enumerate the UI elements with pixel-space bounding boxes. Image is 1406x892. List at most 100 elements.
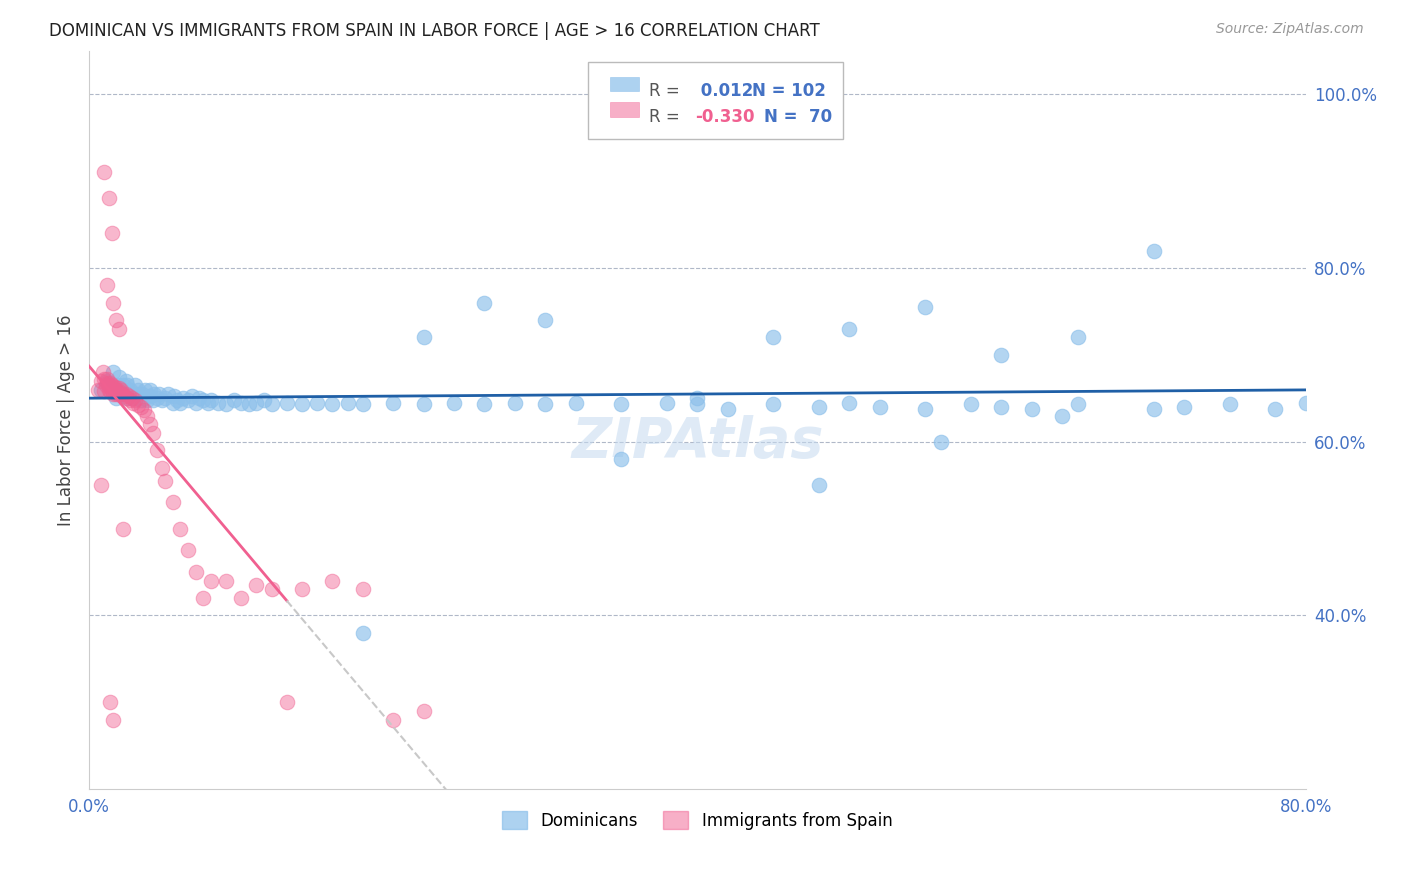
Point [191, 392, 214, 407]
Text: 0.012: 0.012 [695, 82, 754, 101]
Point [108, 369, 131, 384]
Point [125, 391, 148, 405]
Point [132, 391, 155, 405]
Point [139, 417, 162, 432]
Point [139, 389, 162, 403]
Point [128, 387, 150, 401]
Point [838, 395, 860, 409]
Point [105, 387, 128, 401]
Point [105, 391, 128, 405]
Point [166, 392, 188, 407]
Point [103, 365, 125, 379]
Point [97, 191, 120, 205]
Point [1142, 244, 1164, 258]
Point [717, 401, 740, 416]
Point [153, 474, 176, 488]
Point [177, 392, 200, 407]
Point [172, 391, 194, 405]
Point [150, 392, 173, 407]
Text: R =: R = [648, 108, 685, 127]
Text: ZIPAtlas: ZIPAtlas [571, 415, 824, 469]
Point [352, 625, 374, 640]
Point [1066, 330, 1088, 344]
Point [134, 383, 156, 397]
Point [135, 409, 157, 423]
Point [121, 391, 143, 405]
Point [96, 374, 118, 388]
Point [105, 383, 128, 397]
Point [127, 398, 149, 412]
Point [97, 378, 120, 392]
Point [162, 395, 184, 409]
Point [1264, 401, 1286, 416]
Point [148, 387, 170, 401]
Point [110, 387, 132, 401]
Point [200, 392, 222, 407]
Point [94, 378, 117, 392]
Point [352, 582, 374, 597]
Point [474, 295, 496, 310]
Point [107, 378, 129, 392]
Point [103, 387, 125, 401]
Bar [610, 103, 638, 117]
Point [114, 374, 136, 388]
Point [207, 395, 229, 409]
Text: N =  70: N = 70 [765, 108, 832, 127]
Point [169, 395, 191, 409]
Point [96, 376, 118, 390]
Point [184, 565, 207, 579]
Point [111, 522, 134, 536]
Point [291, 397, 314, 411]
Point [245, 395, 267, 409]
Point [321, 574, 343, 588]
Point [990, 348, 1012, 362]
Point [111, 387, 134, 401]
Point [103, 295, 125, 310]
Point [238, 397, 260, 411]
Point [101, 226, 124, 240]
Legend: Dominicans, Immigrants from Spain: Dominicans, Immigrants from Spain [496, 805, 898, 837]
Point [120, 392, 142, 407]
Point [177, 543, 200, 558]
Point [412, 397, 434, 411]
Point [135, 392, 157, 407]
Point [103, 713, 125, 727]
Point [96, 278, 118, 293]
Point [291, 582, 314, 597]
Point [93, 384, 115, 399]
Point [98, 384, 121, 399]
Point [564, 395, 586, 409]
Point [87, 383, 110, 397]
Text: -0.330: -0.330 [695, 108, 755, 127]
Point [114, 387, 136, 401]
Point [142, 425, 165, 440]
Point [245, 578, 267, 592]
Y-axis label: In Labor Force | Age > 16: In Labor Force | Age > 16 [58, 314, 75, 525]
Point [90, 478, 112, 492]
Point [1052, 409, 1074, 423]
Point [124, 378, 146, 392]
Point [127, 383, 149, 397]
Point [129, 400, 152, 414]
Point [869, 400, 891, 414]
Point [534, 397, 557, 411]
Point [929, 434, 952, 449]
Point [108, 384, 131, 399]
Text: R =: R = [648, 82, 685, 101]
Point [101, 378, 124, 392]
Point [117, 387, 139, 401]
Point [412, 330, 434, 344]
Point [117, 389, 139, 403]
Point [686, 391, 709, 405]
Point [101, 383, 124, 397]
Point [222, 392, 245, 407]
Point [382, 395, 405, 409]
Point [115, 391, 138, 405]
Point [101, 383, 124, 397]
Point [307, 395, 329, 409]
Point [1142, 401, 1164, 416]
Point [610, 452, 633, 467]
Point [231, 395, 253, 409]
Text: Source: ZipAtlas.com: Source: ZipAtlas.com [1216, 22, 1364, 37]
Point [610, 397, 633, 411]
